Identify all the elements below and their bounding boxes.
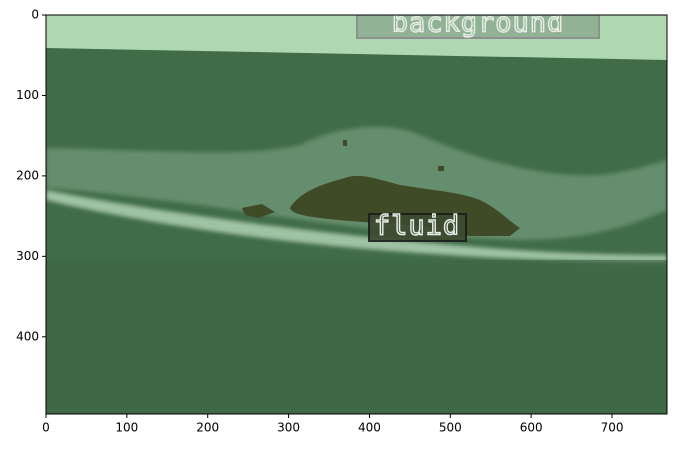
x-tick-label: 0 — [42, 421, 50, 435]
x-tick-label: 600 — [520, 421, 543, 435]
background-label-box: background — [356, 8, 600, 39]
x-tick-label: 200 — [196, 421, 219, 435]
rpe-line — [46, 190, 667, 262]
annotation: background — [392, 8, 565, 39]
fluid-label-box: fluid — [368, 210, 467, 242]
y-tick-label: 300 — [16, 249, 39, 263]
choroid — [46, 260, 667, 414]
annotation: fluid — [374, 211, 460, 242]
x-tick-label: 300 — [277, 421, 300, 435]
x-tick-label: 500 — [439, 421, 462, 435]
x-tick-label: 700 — [601, 421, 624, 435]
y-tick-label: 200 — [16, 168, 39, 182]
x-tick-label: 100 — [115, 421, 138, 435]
y-tick-label: 400 — [16, 329, 39, 343]
axes-frame — [45, 14, 668, 415]
image: background fluid — [46, 8, 667, 414]
y-tick-label: 100 — [16, 88, 39, 102]
x-tick-label: 400 — [358, 421, 381, 435]
y-tick-label: 0 — [31, 8, 39, 22]
